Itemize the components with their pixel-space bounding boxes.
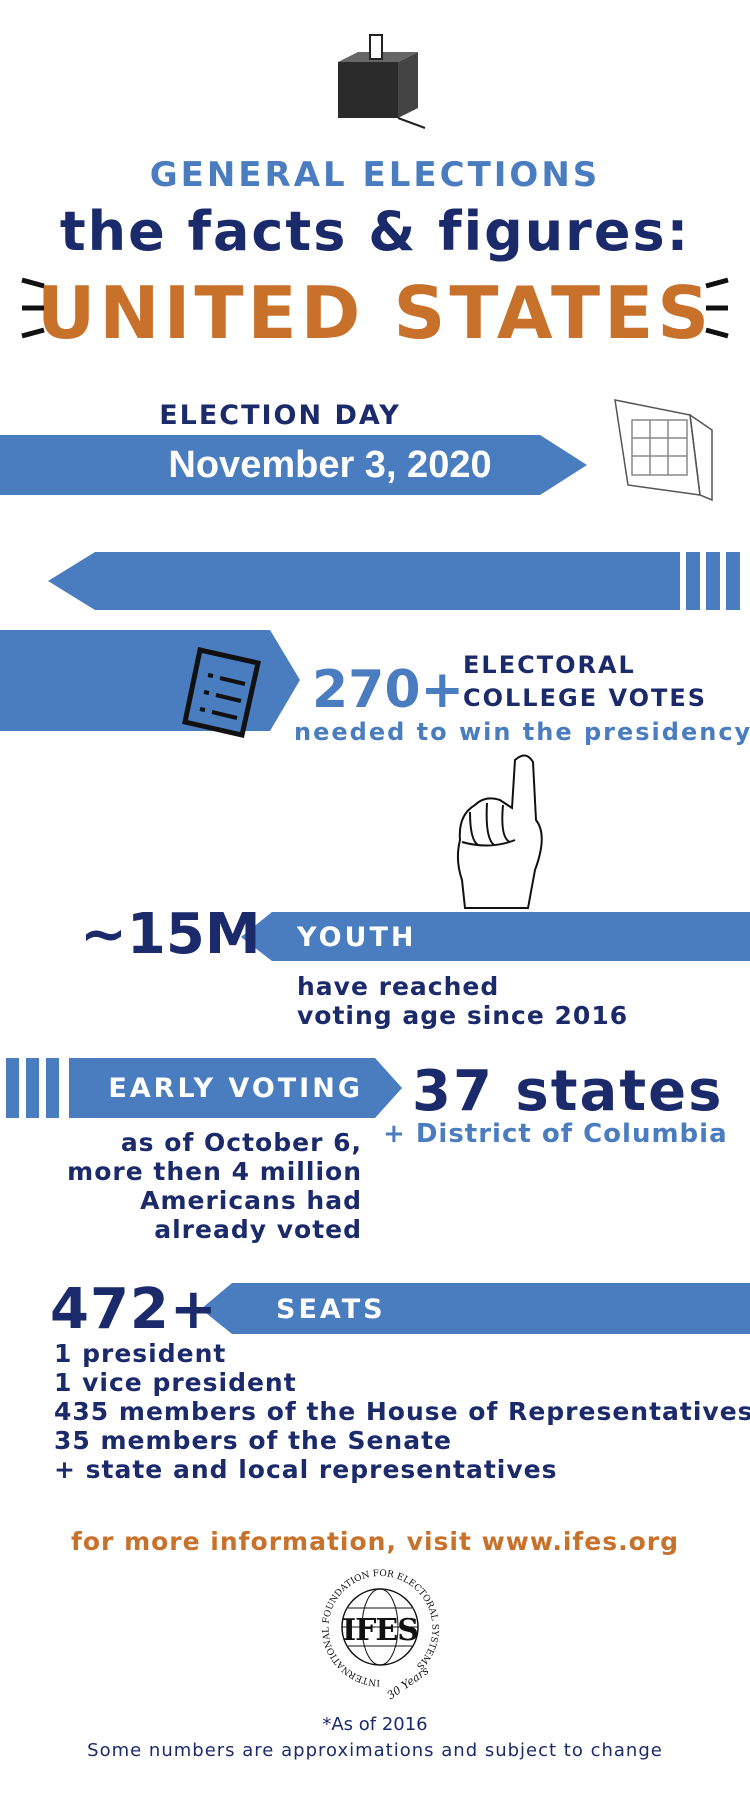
early-voting-extra: + District of Columbia — [383, 1119, 728, 1149]
banner — [201, 1283, 750, 1334]
banner — [0, 435, 587, 495]
logo-name: IFES — [342, 1613, 418, 1648]
electoral-label: ELECTORAL — [463, 651, 636, 679]
early-voting-note: more then 4 million — [67, 1157, 362, 1186]
stripe — [46, 1058, 59, 1118]
early-voting-note: as of October 6, — [121, 1128, 362, 1157]
early-voting-number: 37 states — [412, 1059, 723, 1124]
early-voting-note: already voted — [154, 1215, 362, 1244]
seats-item: 1 vice president — [54, 1368, 297, 1397]
title: the facts & figures: — [60, 200, 690, 263]
youth-label: YOUTH — [296, 922, 416, 953]
seats-item: 1 president — [54, 1339, 226, 1368]
stripe — [26, 1058, 39, 1118]
calendar-icon — [614, 399, 713, 502]
ifes-logo: INTERNATIONAL FOUNDATION FOR ELECTORAL S… — [321, 1569, 439, 1702]
seats-number: 472+ — [50, 1277, 218, 1342]
country: UNITED STATES — [37, 271, 713, 355]
election-date: November 3, 2020 — [168, 444, 491, 486]
stripe — [726, 552, 740, 610]
seats-item: 435 members of the House of Representati… — [54, 1397, 750, 1426]
hand-icon — [456, 754, 543, 909]
checklist-icon — [182, 647, 261, 738]
early-voting-note: Americans had — [140, 1186, 362, 1215]
early-voting-label: EARLY VOTING — [108, 1073, 363, 1104]
stripe — [706, 552, 720, 610]
banner — [241, 912, 750, 961]
kicker: GENERAL ELECTIONS — [150, 155, 601, 195]
youth-number: ~15M — [80, 902, 261, 967]
electoral-label: COLLEGE VOTES — [463, 684, 707, 712]
election-day-label: ELECTION DAY — [159, 400, 401, 431]
footnote: *As of 2016 — [322, 1714, 427, 1735]
logo-years: 30 Years — [385, 1664, 432, 1702]
electoral-note: needed to win the presidency — [294, 718, 750, 746]
youth-note: voting age since 2016 — [297, 1001, 628, 1030]
title-dashes — [21, 277, 729, 339]
electoral-number: 270+ — [312, 660, 464, 720]
seats-item: + state and local representatives — [54, 1455, 558, 1484]
stripe — [6, 1058, 19, 1118]
seats-label: SEATS — [276, 1294, 386, 1325]
youth-note: have reached — [297, 972, 499, 1001]
ballot-box-icon — [338, 34, 426, 129]
seats-item: 35 members of the Senate — [54, 1426, 452, 1455]
banner — [69, 1058, 402, 1118]
more-info: for more information, visit www.ifes.org — [71, 1527, 679, 1556]
footnote: Some numbers are approximations and subj… — [87, 1740, 663, 1761]
banner — [48, 552, 680, 610]
stripe — [686, 552, 700, 610]
